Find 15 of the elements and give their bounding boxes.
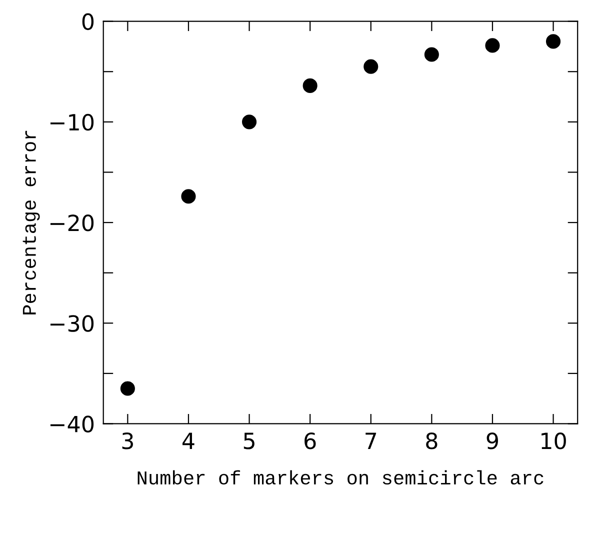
x-tick-label: 7 xyxy=(366,432,376,449)
y-tick-label: −40 xyxy=(50,416,94,432)
y-tick-label: 0 xyxy=(82,13,94,30)
y-axis-title: Percentage error xyxy=(22,130,40,314)
y-tick-label: −20 xyxy=(50,214,94,232)
x-tick-label: 5 xyxy=(244,432,254,450)
x-tick-label: 9 xyxy=(486,432,498,450)
x-tick-label: 4 xyxy=(182,432,194,449)
x-axis-title: Number of markers on semicircle arc xyxy=(138,470,544,485)
y-tick-label: −30 xyxy=(50,315,94,332)
x-tick-label: 10 xyxy=(542,432,566,450)
x-tick-label: 3 xyxy=(122,432,133,450)
y-tick-label: −10 xyxy=(50,114,94,131)
x-tick-label: 8 xyxy=(426,432,438,450)
x-tick-label: 6 xyxy=(304,432,316,450)
